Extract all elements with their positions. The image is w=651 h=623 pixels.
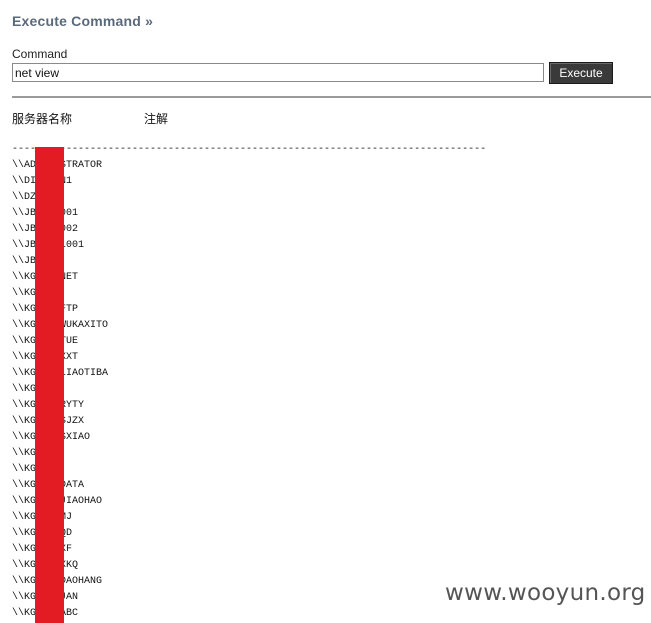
output-line: \\JB: [12, 256, 37, 267]
output-line: \\KG QD: [12, 528, 73, 539]
output-line: \\KG JAN: [12, 592, 79, 603]
command-output: ----------------------------------------…: [12, 142, 486, 622]
output-line: \\KG ABC: [12, 608, 79, 619]
output-separator: ----------------------------------------…: [12, 144, 487, 155]
output-line: \\DI N1: [12, 176, 73, 187]
output-line: \\KG RYTY: [12, 400, 85, 411]
output-line: \\KG: [12, 448, 37, 459]
output-line: \\KG: [12, 384, 37, 395]
output-line: \\KG XF: [12, 544, 73, 555]
output-line: \\DZ: [12, 192, 37, 203]
output-line: \\JB L001: [12, 240, 85, 251]
output-line: \\KG SXIAO: [12, 432, 91, 443]
column-header-note: 注解: [144, 112, 169, 126]
divider: [12, 96, 651, 98]
watermark: www.wooyun.org: [445, 580, 646, 606]
output-line: \\KG XKQ: [12, 560, 79, 571]
output-line: \\KG JIAOHAO: [12, 496, 103, 507]
output-line: \\KG NET: [12, 272, 79, 283]
output-line: \\JB 002: [12, 224, 79, 235]
command-input[interactable]: [12, 63, 544, 82]
page-title: Execute Command »: [12, 13, 154, 29]
output-line: \\KG MJ: [12, 512, 73, 523]
output-line: \\KG FTP: [12, 304, 79, 315]
output-line: \\KG LIAOTIBA: [12, 368, 109, 379]
output-line: \\KG DAOHANG: [12, 576, 103, 587]
output-line: \\KG TUE: [12, 336, 79, 347]
output-line: \\KG XXT: [12, 352, 79, 363]
redaction-bar: [35, 147, 64, 623]
output-line: \\KG: [12, 288, 37, 299]
output-line: \\KG: [12, 464, 37, 475]
output-line: \\KG WUKAXITO: [12, 320, 109, 331]
output-line: \\JB 001: [12, 208, 79, 219]
column-header-server-name: 服务器名称: [12, 112, 73, 126]
execute-button[interactable]: Execute: [549, 62, 613, 84]
output-line: \\KG DATA: [12, 480, 85, 491]
output-line: \\ADMINISTRATOR: [12, 158, 486, 174]
output-line: \\KG SJZX: [12, 416, 85, 427]
command-label: Command: [12, 47, 68, 61]
